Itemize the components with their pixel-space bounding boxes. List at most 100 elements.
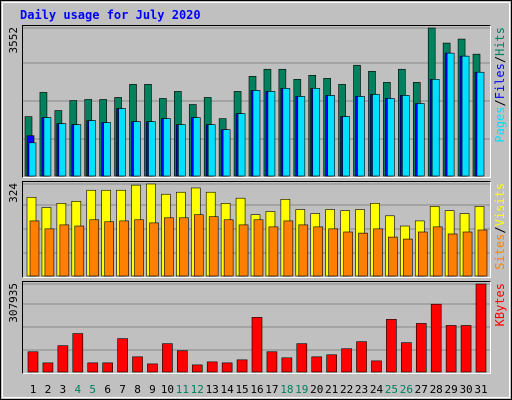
bar <box>402 95 410 177</box>
bar <box>72 333 84 373</box>
bar <box>191 364 203 373</box>
x-tick-label: 19 <box>295 383 308 396</box>
x-tick-label: 10 <box>161 383 174 396</box>
bar <box>104 221 114 277</box>
bar <box>89 219 100 277</box>
x-tick-label: 9 <box>149 383 156 396</box>
bar <box>371 360 382 373</box>
x-tick-label: 28 <box>430 383 443 396</box>
bar <box>206 361 218 373</box>
bar <box>192 117 201 177</box>
bar <box>88 120 97 177</box>
bar <box>132 356 143 373</box>
bar <box>282 88 291 177</box>
bar <box>388 236 398 277</box>
panel-shadow <box>22 281 491 374</box>
bar <box>74 225 85 277</box>
bar <box>117 338 128 373</box>
bar <box>386 319 397 373</box>
bar <box>387 98 395 177</box>
bar <box>253 219 264 277</box>
bar <box>267 91 276 177</box>
bar <box>42 362 54 373</box>
bar <box>133 121 141 177</box>
bar <box>445 325 457 373</box>
bar <box>208 216 219 277</box>
x-tick-label: 12 <box>191 383 204 396</box>
x-tick-label: 13 <box>206 383 219 396</box>
bar <box>373 228 383 277</box>
bar <box>119 220 129 277</box>
bar <box>221 362 233 373</box>
legend-entry: Files <box>493 63 507 99</box>
bar <box>193 214 204 277</box>
legend-separator: / <box>493 226 507 233</box>
panel-shadow <box>22 181 491 278</box>
bar <box>134 219 144 277</box>
bar <box>102 362 113 373</box>
x-tick-label: 18 <box>280 383 293 396</box>
bar <box>147 363 158 373</box>
bar <box>43 117 52 177</box>
bar <box>281 357 293 373</box>
bar <box>178 124 186 177</box>
x-tick-label: 6 <box>104 383 111 396</box>
bar <box>44 228 55 277</box>
bar <box>57 345 69 373</box>
bar <box>461 55 470 177</box>
bar <box>207 124 216 177</box>
legend-entry: KBytes <box>493 283 507 326</box>
x-tick-label: 25 <box>385 383 398 396</box>
bar <box>28 142 37 177</box>
bar <box>401 342 412 373</box>
bar <box>313 226 324 277</box>
x-tick-label: 26 <box>400 383 413 396</box>
bar <box>87 362 99 373</box>
bar <box>283 220 294 277</box>
legend: KBytes <box>493 283 507 326</box>
bar <box>372 94 380 177</box>
x-tick-label: 5 <box>89 383 96 396</box>
chart-title: Daily usage for July 2020 <box>20 8 201 22</box>
bar <box>223 219 234 277</box>
bar <box>328 228 338 277</box>
bar <box>460 325 472 373</box>
bar <box>236 359 248 373</box>
x-tick-label: 2 <box>45 383 52 396</box>
bar <box>311 356 323 373</box>
bar <box>476 71 485 177</box>
x-tick-label: 16 <box>250 383 263 396</box>
bar <box>297 96 306 177</box>
bar <box>415 323 427 373</box>
legend-entry: Hits <box>493 27 507 56</box>
bar <box>177 350 188 373</box>
bar <box>29 220 40 277</box>
bar <box>179 217 189 277</box>
y-tick-label: 3552 <box>7 27 20 54</box>
bar <box>162 343 173 373</box>
bar <box>431 79 440 177</box>
bar <box>149 222 159 277</box>
x-tick-label: 11 <box>176 383 189 396</box>
bar <box>164 217 174 277</box>
bar <box>59 224 70 277</box>
bar <box>103 122 111 177</box>
x-tick-label: 23 <box>355 383 368 396</box>
y-tick-label: 307935 <box>7 283 20 323</box>
bar <box>58 123 67 177</box>
bar <box>296 343 308 373</box>
x-tick-label: 7 <box>119 383 126 396</box>
legend-entry: Visits <box>493 183 507 226</box>
legend-separator: / <box>493 56 507 63</box>
bar <box>358 232 368 277</box>
x-tick-label: 29 <box>445 383 458 396</box>
bar <box>342 116 350 177</box>
bar <box>222 129 231 177</box>
bar <box>326 354 337 373</box>
bar <box>268 226 279 277</box>
y-tick-label: 324 <box>7 183 20 203</box>
x-tick-label: 30 <box>459 383 472 396</box>
legend: Pages/Files/Hits <box>493 27 507 143</box>
